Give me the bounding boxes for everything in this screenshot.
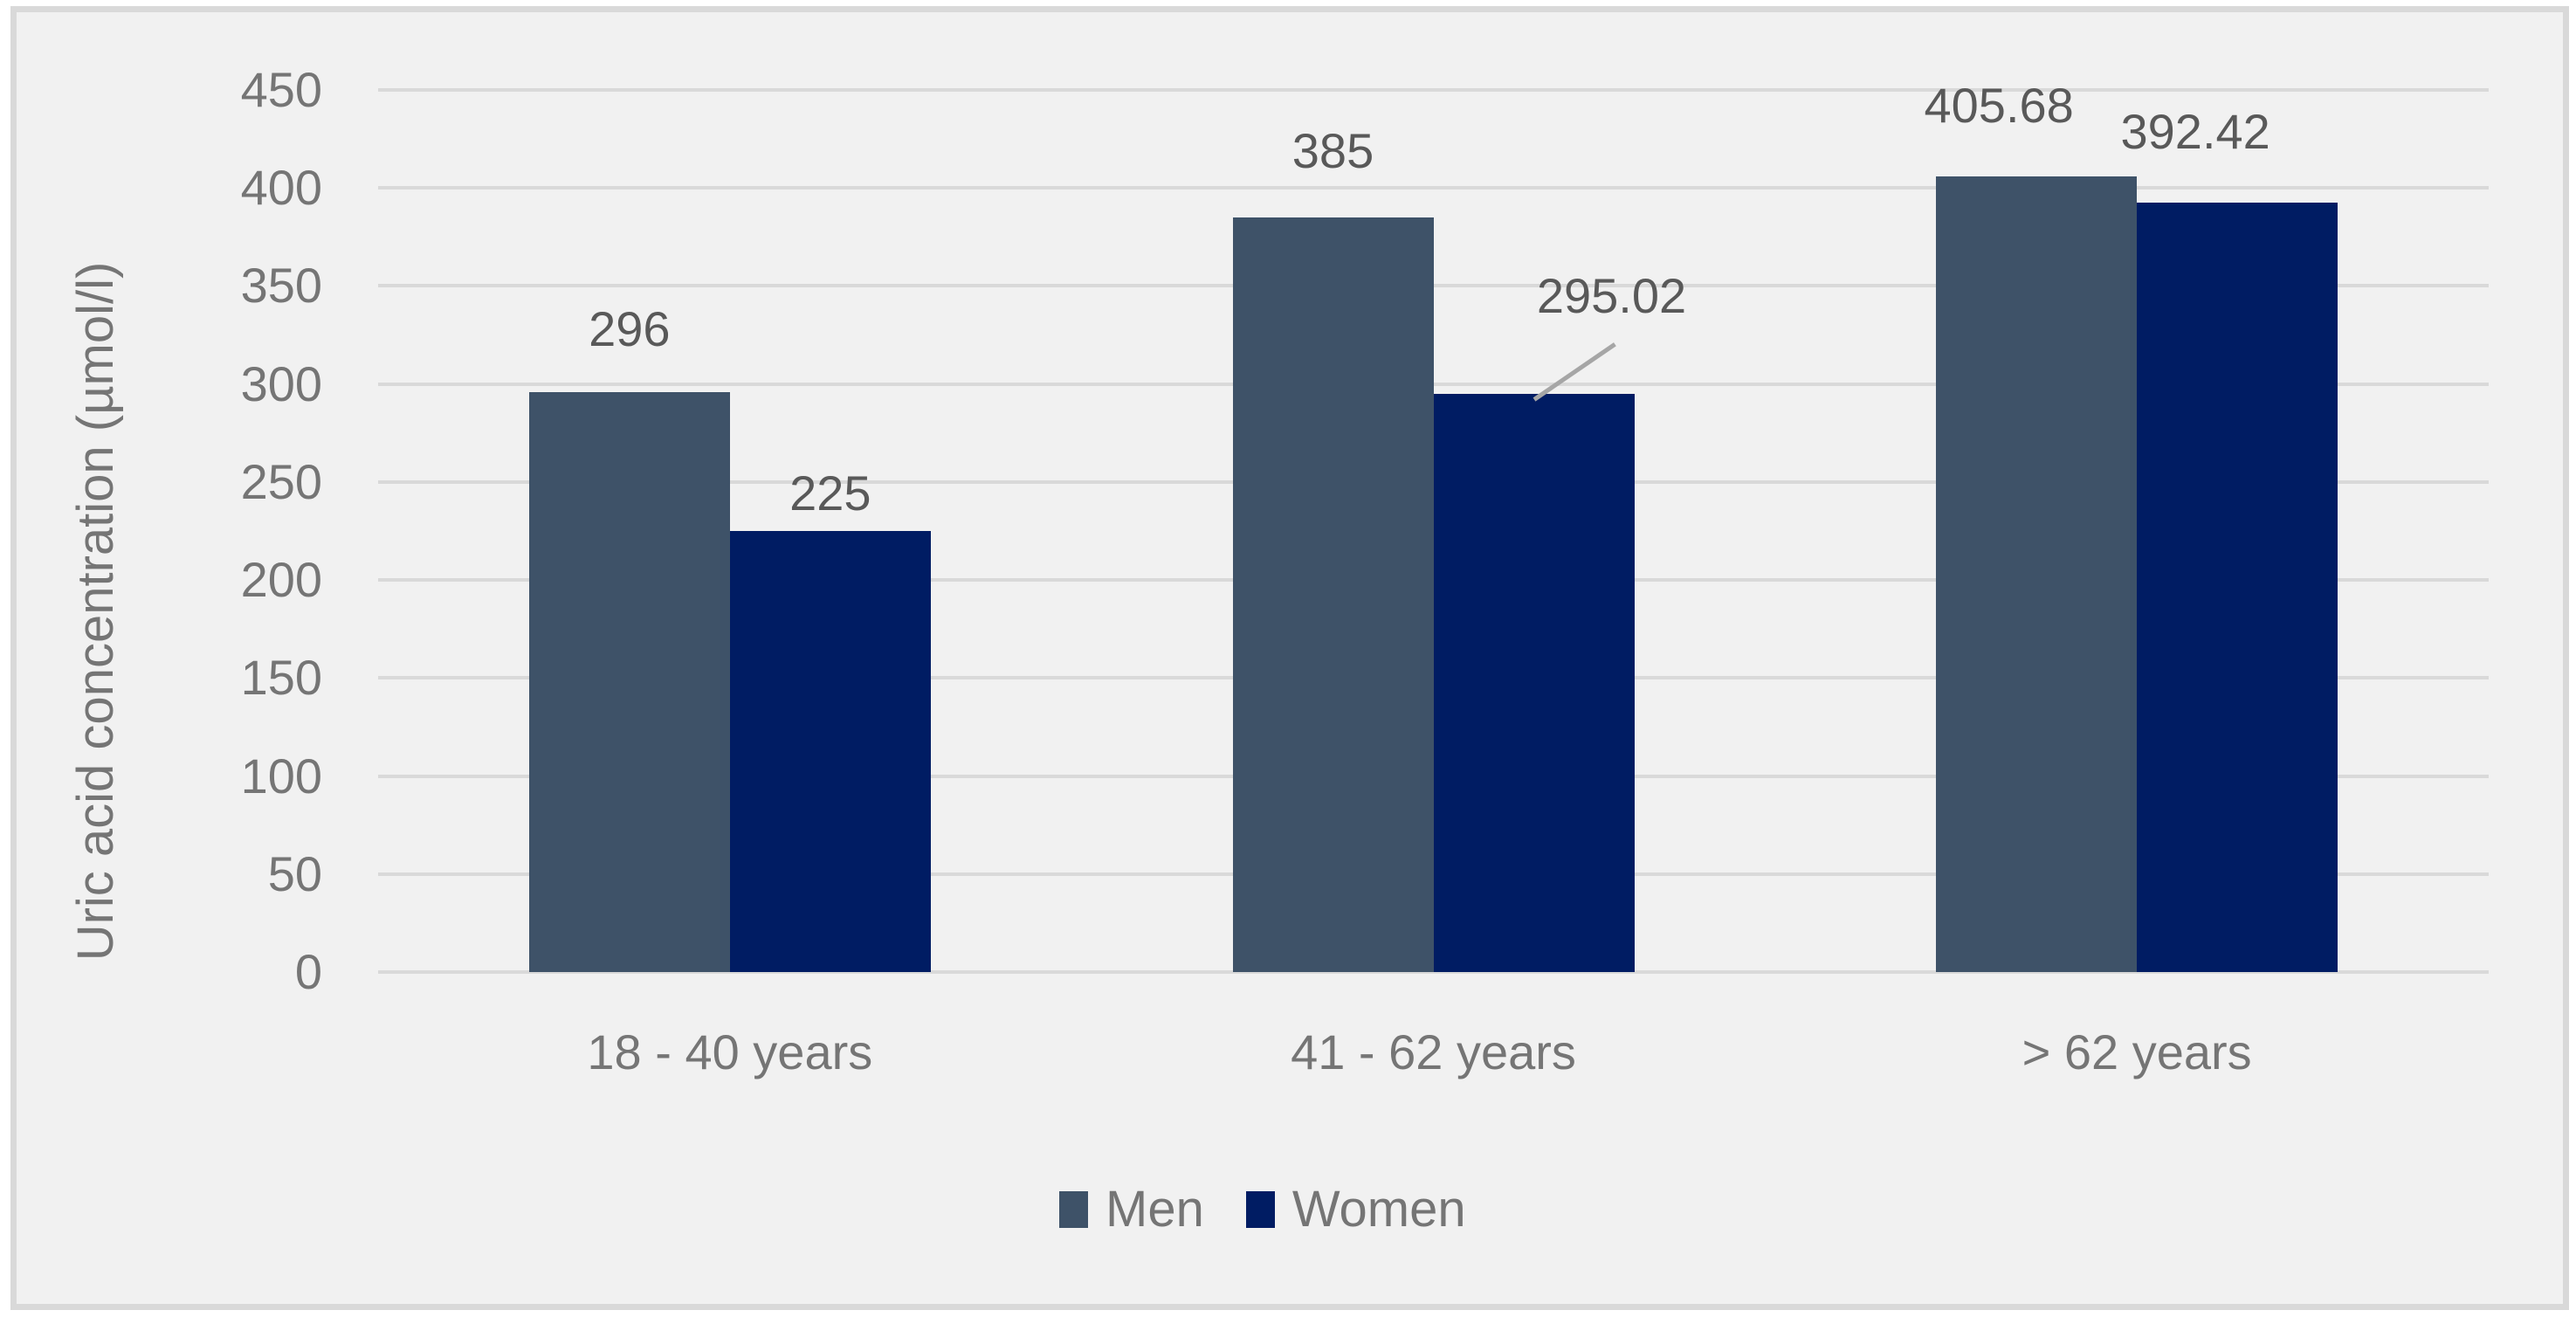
gridline	[378, 186, 2489, 190]
bar-men-3	[1936, 176, 2138, 972]
gridline	[378, 88, 2489, 92]
y-axis-tick-label: 400	[240, 160, 322, 216]
gridline	[378, 284, 2489, 288]
legend-label: Men	[1105, 1181, 1204, 1238]
legend-label: Women	[1291, 1181, 1466, 1238]
y-axis-tick-label: 100	[240, 748, 322, 803]
y-axis-tick-label: 300	[240, 355, 322, 411]
legend-swatch-women	[1245, 1191, 1275, 1228]
y-axis-tick-label: 350	[240, 258, 322, 314]
data-label: 385	[1291, 122, 1374, 178]
y-axis-tick-label: 250	[240, 453, 322, 509]
y-axis-tick-label: 0	[294, 944, 322, 999]
bar-women-3	[2137, 203, 2338, 972]
legend-item-men: Men	[1059, 1184, 1204, 1235]
y-axis-tick-label: 450	[240, 62, 322, 117]
bar-men-2	[1232, 217, 1434, 972]
x-axis-label: 41 - 62 years	[1291, 1024, 1576, 1079]
gridline	[378, 382, 2489, 386]
legend-item-women: Women	[1245, 1181, 1466, 1238]
bar-men-1	[528, 391, 730, 972]
bar-women-2	[1433, 393, 1635, 972]
legend-swatch-men	[1059, 1191, 1088, 1228]
data-label: 225	[789, 465, 871, 521]
legend: Men Women	[1059, 1184, 1466, 1235]
gridline	[378, 970, 2489, 974]
x-axis-label: 18 - 40 years	[587, 1024, 873, 1079]
data-label: 295.02	[1536, 267, 1687, 323]
leader-line	[1533, 342, 1615, 402]
data-label: 405.68	[1924, 78, 2074, 134]
x-axis-label: > 62 years	[2022, 1024, 2252, 1079]
bar-women-1	[729, 531, 931, 972]
y-axis-tick-label: 200	[240, 552, 322, 608]
bar-chart: Uric acid concentration (µmol/l) 0 50 100 1…	[10, 6, 2569, 1310]
y-axis-tick-label: 50	[267, 845, 322, 901]
data-label: 392.42	[2120, 104, 2270, 160]
y-axis-tick-label: 150	[240, 650, 322, 706]
data-label: 296	[589, 300, 671, 356]
